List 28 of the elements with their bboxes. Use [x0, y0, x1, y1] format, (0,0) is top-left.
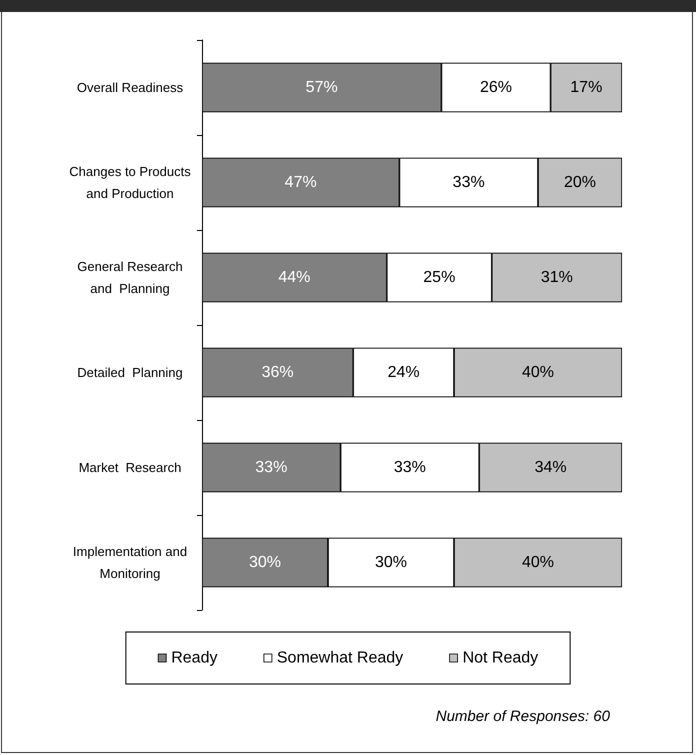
data-label: 36%: [262, 364, 294, 381]
data-label: 24%: [388, 364, 420, 381]
data-label: 57%: [306, 79, 338, 96]
data-label: 26%: [480, 79, 512, 96]
y-tick-label: Implementation and Monitoring: [72, 544, 188, 581]
legend-label: Not Ready: [462, 650, 538, 666]
data-label: 33%: [255, 459, 288, 476]
legend-label: Somewhat Ready: [276, 650, 404, 666]
data-label: 47%: [284, 174, 317, 191]
data-label: 40%: [522, 364, 554, 381]
data-label: 31%: [540, 269, 573, 286]
data-label: 17%: [570, 79, 602, 96]
legend-label: Ready: [171, 650, 218, 666]
y-tick-label: General Research and Planning: [77, 259, 183, 296]
y-tick-label: Market Research: [78, 460, 182, 475]
y-tick-label: Overall Readiness: [76, 80, 184, 95]
data-label: 20%: [564, 174, 596, 191]
data-label: 30%: [248, 554, 282, 571]
data-label: 30%: [374, 554, 408, 571]
data-label: 25%: [423, 269, 456, 286]
data-label: 40%: [522, 554, 554, 571]
data-label: 34%: [534, 459, 567, 476]
y-tick-label: Changes to Products and Production: [69, 164, 192, 201]
data-label: 33%: [452, 174, 485, 191]
data-label: 44%: [278, 269, 310, 286]
text: Number of Responses: 60: [436, 708, 610, 725]
y-tick-label: Detailed Planning: [77, 365, 183, 380]
data-label: 33%: [394, 459, 426, 476]
